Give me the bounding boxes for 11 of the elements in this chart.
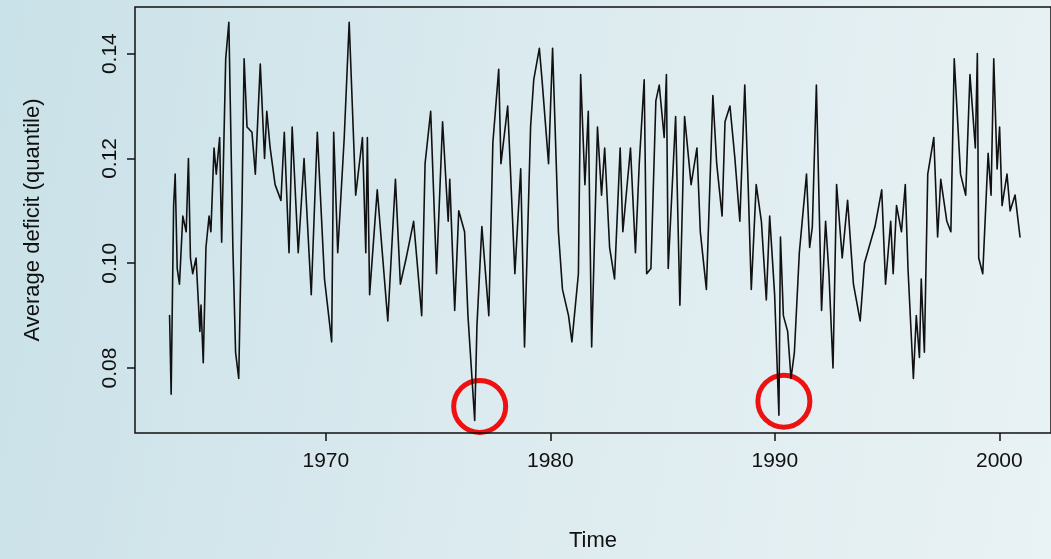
y-axis-title: Average deficit (quantile) [18, 98, 44, 342]
line-series [168, 21, 1021, 422]
x-tick-label: 1990 [751, 448, 799, 471]
y-tick-label: 0.12 [97, 137, 120, 179]
y-tick-label: 0.14 [97, 32, 120, 75]
y-tick-label: 0.10 [97, 242, 120, 284]
x-tick-label: 1970 [302, 448, 350, 471]
y-tick-label: 0.08 [97, 347, 120, 389]
x-tick-label: 2000 [976, 448, 1023, 471]
x-axis-title: Time [568, 526, 618, 552]
x-tick-label: 1980 [526, 448, 574, 471]
